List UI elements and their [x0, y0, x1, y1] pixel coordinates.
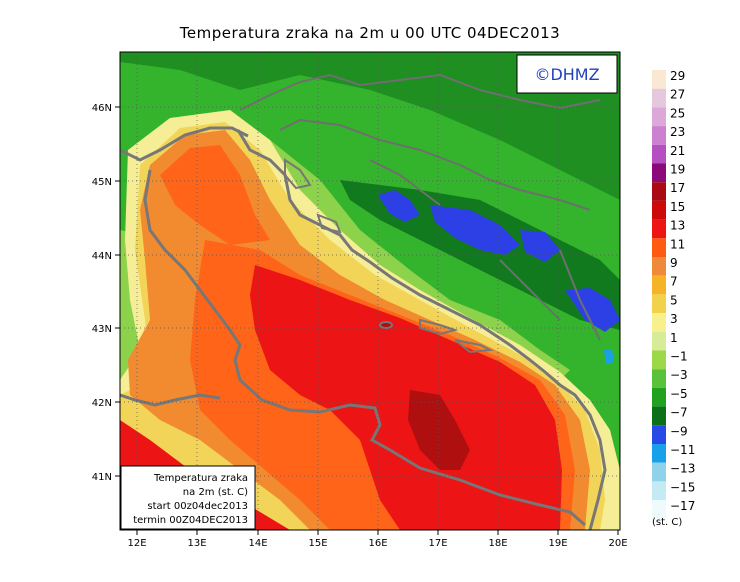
map-frame [119, 51, 621, 531]
legend-swatch [652, 350, 666, 370]
legend-swatch [652, 238, 666, 257]
x-tick-label: 18E [488, 538, 507, 549]
info-line: start 00z04dec2013 [147, 501, 248, 512]
y-tick-label: 46N [92, 103, 112, 114]
legend-label: 15 [670, 200, 685, 214]
legend-label: −3 [670, 368, 688, 382]
sea-warm-north [160, 145, 270, 245]
legend-label: −5 [670, 387, 688, 401]
x-tick-label: 16E [368, 538, 387, 549]
legend-swatch [652, 462, 666, 482]
legend-label: 21 [670, 144, 685, 158]
axis-tick-marks [115, 106, 619, 535]
info-box: Temperatura zraka na 2m (st. C) start 00… [120, 465, 256, 530]
country-borders [239, 73, 601, 341]
legend-label: 25 [670, 106, 685, 120]
info-line: Temperatura zraka [153, 473, 248, 484]
info-line: na 2m (st. C) [183, 487, 248, 498]
coastline-south-italy [120, 393, 221, 407]
legend-swatch [652, 163, 666, 183]
x-tick-label: 15E [308, 538, 327, 549]
legend-label: 23 [670, 125, 685, 139]
legend-swatch [652, 313, 666, 332]
legend-swatch [652, 126, 666, 145]
balkan-coastline [236, 129, 607, 530]
light-green-coast [270, 140, 570, 380]
x-tick-label: 19E [548, 538, 567, 549]
y-axis-labels: 46N 45N 44N 43N 42N 41N [92, 103, 112, 483]
legend-swatch [652, 107, 666, 127]
legend-label: 19 [670, 163, 685, 177]
legend-label: 17 [670, 181, 685, 195]
legend-swatch [652, 406, 666, 426]
sea-dark-red-zone [408, 390, 470, 470]
legend-swatch [652, 219, 666, 239]
italy-coastline [120, 126, 586, 527]
legend-swatch [652, 294, 666, 314]
legend-swatch [652, 331, 666, 351]
legend-label: −15 [670, 480, 695, 494]
map-fields [120, 52, 620, 530]
legend-label: 13 [670, 219, 685, 233]
legend-label: 7 [670, 275, 678, 289]
legend-label: 3 [670, 312, 678, 326]
legend-label: −1 [670, 350, 688, 364]
legend-swatch [652, 257, 666, 276]
x-tick-label: 17E [428, 538, 447, 549]
very-cold-patch [604, 350, 614, 364]
legend-swatch [652, 500, 666, 519]
x-tick-label: 13E [187, 538, 206, 549]
legend-label: −7 [670, 406, 688, 420]
legend-swatch [652, 369, 666, 388]
legend-label: 27 [670, 88, 685, 102]
legend-label: 9 [670, 256, 678, 270]
legend-label: −13 [670, 462, 695, 476]
y-tick-label: 42N [92, 398, 112, 409]
cold-patch [520, 230, 560, 262]
legend-swatch [652, 88, 666, 108]
legend-swatch [652, 200, 666, 220]
legend-swatch [652, 144, 666, 164]
legend-label: 29 [670, 69, 685, 83]
islands-outline [284, 158, 494, 354]
legend-swatch [652, 481, 666, 501]
y-tick-label: 43N [92, 324, 112, 335]
legend-swatch [652, 425, 666, 444]
legend-swatch [652, 275, 666, 295]
cold-patch [378, 190, 420, 222]
color-legend: 29 27 25 23 21 19 17 15 13 11 9 7 5 3 1 −1 −3 −5 −7 −9 −11 −1… [652, 69, 695, 519]
x-tick-label: 14E [248, 538, 267, 549]
legend-label: −11 [670, 443, 695, 457]
legend-label: 11 [670, 237, 685, 251]
grid-lines [120, 52, 620, 530]
legend-swatch [652, 387, 666, 407]
y-tick-label: 41N [92, 472, 112, 483]
x-axis-labels: 12E 13E 14E 15E 16E 17E 18E 19E 20E [127, 538, 627, 549]
y-tick-label: 44N [92, 251, 112, 262]
dhmz-logo: ©DHMZ [516, 54, 618, 94]
legend-label: 1 [670, 331, 678, 345]
x-tick-label: 20E [608, 538, 627, 549]
logo-text: ©DHMZ [534, 65, 599, 84]
y-tick-label: 45N [92, 177, 112, 188]
info-line: termin 00Z04DEC2013 [133, 515, 248, 526]
legend-label: 5 [670, 293, 678, 307]
legend-label: −17 [670, 499, 695, 513]
legend-swatch [652, 182, 666, 201]
legend-label: −9 [670, 424, 688, 438]
sea-red-zone [250, 265, 562, 530]
legend-swatch [652, 70, 666, 89]
north-dark-green-zone [120, 52, 620, 200]
legend-swatch [652, 444, 666, 463]
map-title: Temperatura zraka na 2m u 00 UTC 04DEC20… [179, 24, 561, 42]
cold-patch [430, 205, 520, 255]
island [379, 321, 393, 329]
x-tick-label: 12E [127, 538, 146, 549]
legend-unit: (st. C) [652, 517, 683, 528]
